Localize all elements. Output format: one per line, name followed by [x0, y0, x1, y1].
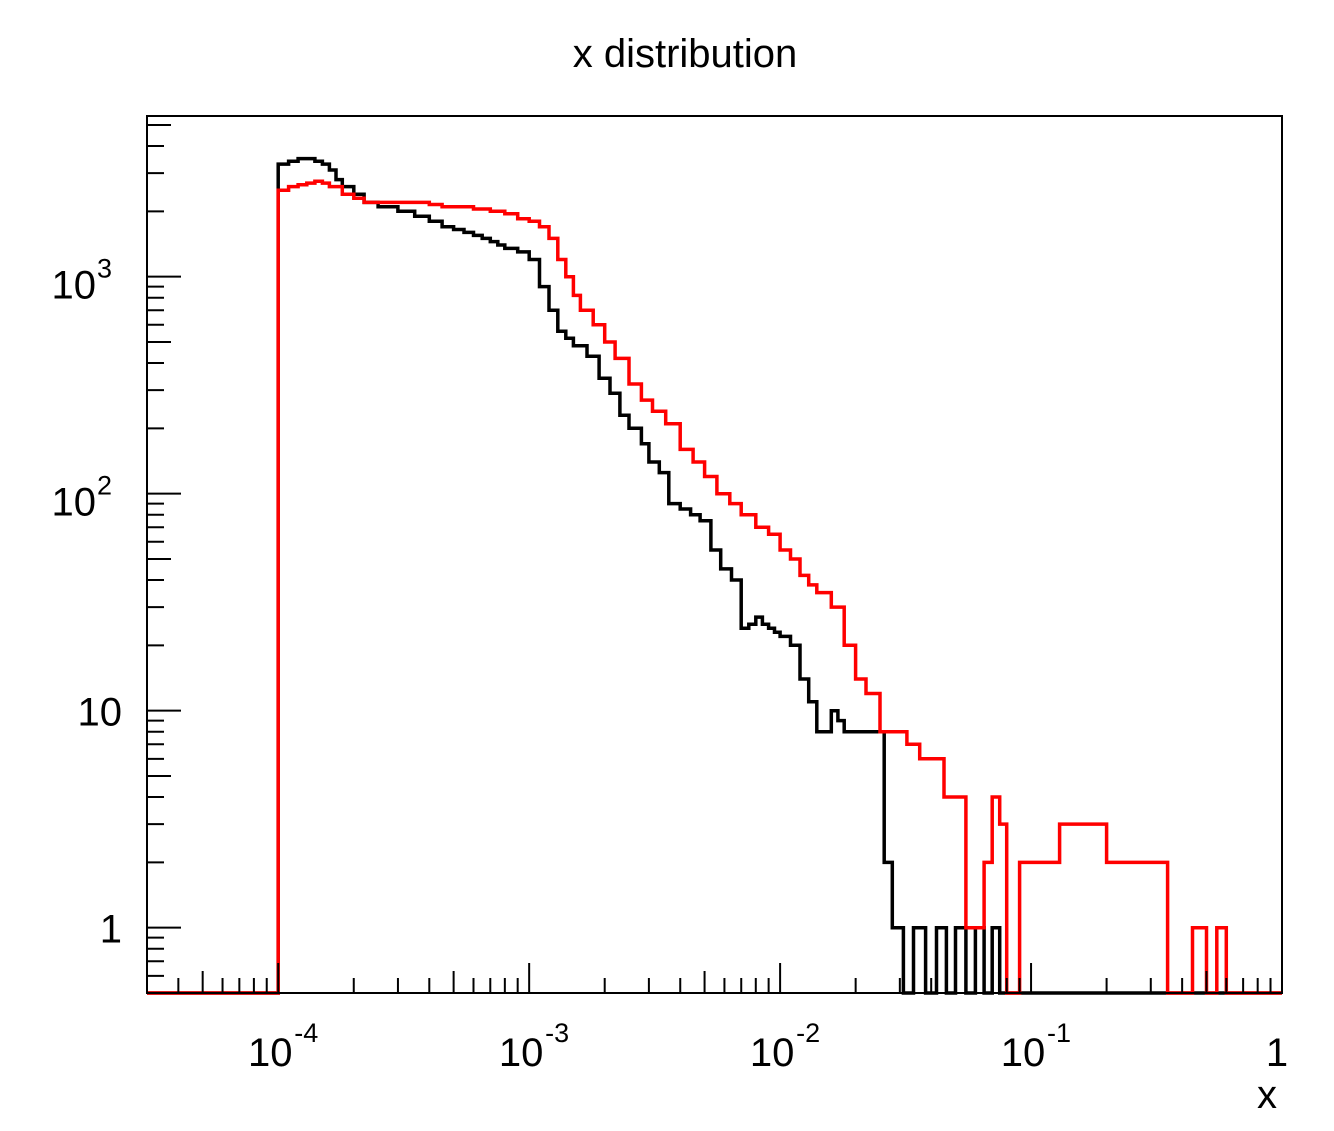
x-tick-base: 1 — [1266, 1031, 1288, 1075]
y-tick-label: 1 — [100, 908, 122, 952]
y-tick-exp: 3 — [97, 254, 112, 284]
x-tick-exp: -2 — [796, 1018, 820, 1048]
histogram-series-1 — [147, 156, 1282, 995]
x-tick-base: 10 — [248, 1031, 293, 1075]
y-tick-label: 10 3 — [52, 254, 113, 308]
y-tick-base: 10 — [52, 264, 97, 308]
chart-title: x distribution — [573, 32, 798, 76]
y-tick-base: 1 — [100, 908, 122, 952]
series-layer — [147, 156, 1282, 995]
x-tick-exp: -4 — [294, 1018, 318, 1048]
histogram-series-2 — [147, 179, 1282, 995]
y-tick-base: 10 — [78, 691, 123, 735]
x-tick-base: 10 — [499, 1031, 544, 1075]
y-tick-label: 10 2 — [52, 471, 113, 525]
y-tick-exp: 2 — [97, 471, 112, 501]
x-tick-label: 10 -1 — [1001, 1018, 1071, 1075]
x-tick-label: 10 -2 — [750, 1018, 820, 1075]
x-tick-label: 1 — [1266, 1031, 1288, 1075]
x-tick-exp: -3 — [545, 1018, 569, 1048]
x-tick-label: 10 -3 — [499, 1018, 569, 1075]
x-tick-exp: -1 — [1047, 1018, 1071, 1048]
y-tick-base: 10 — [52, 481, 97, 525]
plot-frame — [146, 115, 1283, 994]
x-tick-label: 10 -4 — [248, 1018, 318, 1075]
y-tick-label: 10 — [78, 691, 123, 735]
x-tick-base: 10 — [750, 1031, 795, 1075]
x-tick-base: 10 — [1001, 1031, 1046, 1075]
x-axis-label: x — [1257, 1073, 1277, 1117]
